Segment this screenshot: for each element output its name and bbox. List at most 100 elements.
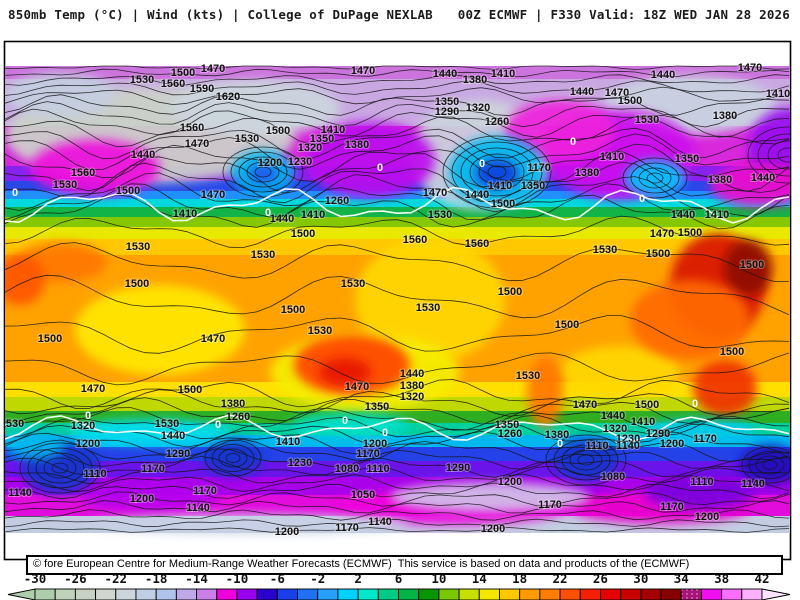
contour-label: 1140: [8, 487, 32, 499]
height-contour-line: [5, 414, 790, 440]
height-contour-line: [5, 527, 790, 533]
height-contour-line: [5, 101, 790, 128]
height-contour-line: [5, 500, 790, 514]
attribution-bar: © fore European Centre for Medium-Range …: [26, 555, 783, 575]
contour-label: 1170: [538, 499, 562, 511]
zero-isotherm-label: 0: [479, 158, 485, 170]
contour-label: 1470: [351, 65, 375, 77]
contour-label: 1530: [53, 179, 77, 191]
height-contour-line: [5, 108, 790, 138]
contour-label: 1500: [281, 304, 305, 316]
contour-label: 1290: [435, 106, 459, 118]
colorbar-segment: [256, 588, 278, 600]
contour-label: 1440: [751, 172, 775, 184]
contour-label: 1350: [521, 180, 545, 192]
contour-label: 1110: [83, 468, 106, 480]
contour-label: 1530: [308, 325, 332, 337]
contour-label: 1470: [345, 381, 369, 393]
height-contour-line: [5, 68, 790, 78]
height-contour-line: [5, 456, 790, 478]
contour-label: 1200: [275, 526, 299, 538]
colorbar-segment: [478, 588, 500, 600]
zero-isotherm-label: 0: [692, 398, 698, 410]
colorbar-segment: [438, 588, 460, 600]
colorbar-segment: [398, 588, 420, 600]
contour-label: 1050: [351, 489, 375, 501]
contour-label: 1530: [235, 133, 259, 145]
contour-label: 1200: [76, 438, 100, 450]
contour-label: 1140: [186, 502, 210, 514]
contour-label: 1260: [485, 116, 509, 128]
height-contour-line: [5, 482, 790, 500]
contour-label: 1560: [180, 122, 204, 134]
vortex-contour-ring: [545, 434, 627, 486]
height-contour-line: [5, 431, 790, 455]
contour-label: 1500: [635, 399, 659, 411]
colorbar-segment: [620, 588, 642, 600]
height-contour-line: [5, 518, 790, 528]
contour-label: 1380: [708, 174, 732, 186]
contour-label: 1470: [201, 189, 225, 201]
contour-label: 1200: [695, 511, 719, 523]
contour-label: 1470: [81, 383, 105, 395]
temperature-band: [5, 207, 790, 217]
contour-label: 1080: [335, 463, 359, 475]
contour-label: 1530: [341, 278, 365, 290]
contour-label: 1380: [713, 110, 737, 122]
contour-label: 1500: [116, 185, 140, 197]
contour-label: 1440: [433, 68, 457, 80]
height-contour-line: [5, 172, 790, 213]
vortex-contour-ring: [225, 453, 241, 463]
vortex-contour-ring: [755, 455, 785, 475]
height-contour-line: [5, 422, 790, 448]
contour-label: 1560: [465, 238, 489, 250]
colorbar-segment: [135, 588, 157, 600]
temperature-blob: [80, 484, 220, 510]
zero-isotherm-line: [5, 414, 790, 442]
temperature-blob: [645, 474, 755, 510]
temperature-blob: [560, 346, 680, 398]
height-contour-line: [5, 379, 790, 409]
vortex-contour-ring: [451, 141, 543, 203]
contour-label: 1500: [646, 248, 670, 260]
contour-label: 1170: [335, 522, 359, 534]
contour-label: 1530: [635, 114, 659, 126]
temperature-blob: [625, 160, 685, 196]
contour-label: 1170: [356, 448, 380, 460]
contour-label: 1350: [495, 419, 519, 431]
colorbar-segment: [458, 588, 480, 600]
vortex-contour-ring: [460, 147, 534, 197]
contour-label: 1320: [298, 142, 322, 154]
contour-label: 1260: [498, 428, 522, 440]
temperature-band: [5, 191, 790, 199]
contour-label: 1440: [270, 213, 294, 225]
vortex-contour-ring: [747, 126, 790, 184]
height-contour-line: [5, 183, 790, 221]
contour-label: 1380: [575, 167, 599, 179]
height-contour-line: [5, 86, 790, 105]
vortex-contour-ring: [561, 444, 611, 476]
contour-label: 1200: [258, 157, 282, 169]
height-contour-line: [5, 352, 790, 386]
contour-label: 1410: [321, 124, 345, 136]
contour-label: 1530: [593, 244, 617, 256]
vortex-contour-ring: [254, 166, 272, 178]
contour-label: 1170: [527, 162, 551, 174]
colorbar: -30 -26 -22 -18 -14 -10 -6 -2 2 6 10 14 18 22 26 30 34 38…: [7, 571, 791, 600]
zero-isotherm-line: [5, 186, 790, 224]
temperature-blob: [305, 122, 435, 198]
contour-label: 1410: [766, 88, 790, 100]
vortex-contour-ring: [218, 448, 248, 468]
colorbar-segment: [34, 588, 56, 600]
vortex-contour-ring: [230, 151, 296, 193]
contour-label: 1440: [400, 368, 424, 380]
contour-label: 1170: [660, 501, 684, 513]
height-contour-line: [5, 215, 790, 248]
zero-isotherm-label: 0: [342, 415, 348, 427]
height-contour-line: [5, 65, 790, 70]
vortex-contour-ring: [51, 462, 69, 474]
height-contour-line: [5, 80, 790, 96]
contour-label: 1500: [266, 125, 290, 137]
zero-isotherm-label: 0: [85, 410, 91, 422]
